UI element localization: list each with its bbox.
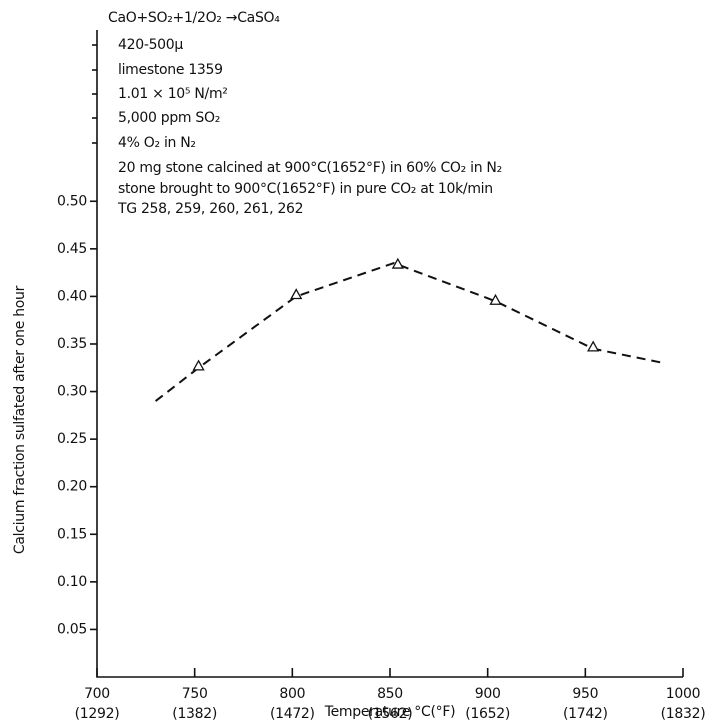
triangle-marker: [391, 257, 404, 269]
x-tick-label-f: (1742): [563, 706, 608, 722]
annotation: limestone 1359: [118, 62, 223, 78]
axes: [96, 30, 683, 678]
annotation: 20 mg stone calcined at 900°C(1652°F) in…: [118, 160, 502, 176]
x-tick-label-f: (1652): [465, 706, 510, 722]
annotation: stone brought to 900°C(1652°F) in pure C…: [118, 181, 493, 197]
x-tick-label: 750: [182, 686, 208, 702]
y-tick-label: 0.40: [57, 288, 87, 304]
x-tick-label: 850: [377, 686, 403, 702]
annotation: 5,000 ppm SO₂: [118, 110, 220, 126]
x-tick-label-f: (1472): [270, 706, 315, 722]
annotation: 420-500µ: [118, 37, 183, 53]
y-axis-label: Calcium fraction sulfated after one hour: [12, 285, 28, 554]
y-tick-label: 0.25: [57, 431, 87, 447]
triangle-marker: [192, 359, 205, 371]
x-tick-label: 950: [572, 686, 598, 702]
triangle-marker: [587, 340, 600, 352]
y-tick-label: 0.05: [57, 621, 87, 637]
x-tick-label: 800: [279, 686, 305, 702]
x-tick-label: 1000: [666, 686, 700, 702]
triangle-marker: [489, 293, 502, 305]
x-tick-label-f: (1832): [661, 706, 706, 722]
annotation: TG 258, 259, 260, 261, 262: [117, 201, 303, 217]
y-tick-label: 0.35: [57, 336, 87, 352]
x-tick-label-f: (1382): [172, 706, 217, 722]
annotation: 1.01 × 10⁵ N/m²: [118, 86, 228, 102]
y-tick-label: 0.15: [57, 526, 87, 542]
y-tick-label: 0.50: [57, 193, 87, 209]
y-tick-label: 0.20: [57, 479, 87, 495]
x-tick-label: 900: [475, 686, 501, 702]
y-tick-label: 0.30: [57, 384, 87, 400]
y-tick-label: 0.10: [57, 574, 87, 590]
chart-title: CaO+SO₂+1/2O₂ →CaSO₄: [108, 10, 280, 26]
x-tick-label-f: (1562): [368, 706, 413, 722]
triangle-marker: [290, 288, 303, 300]
x-tick-label-f: (1292): [75, 706, 120, 722]
annotation: 4% O₂ in N₂: [118, 135, 196, 151]
x-tick-label: 700: [84, 686, 110, 702]
x-axis-label: Temperature °C(°F): [324, 704, 456, 720]
y-tick-label: 0.45: [57, 241, 87, 257]
dashed-curve: [154, 262, 664, 402]
